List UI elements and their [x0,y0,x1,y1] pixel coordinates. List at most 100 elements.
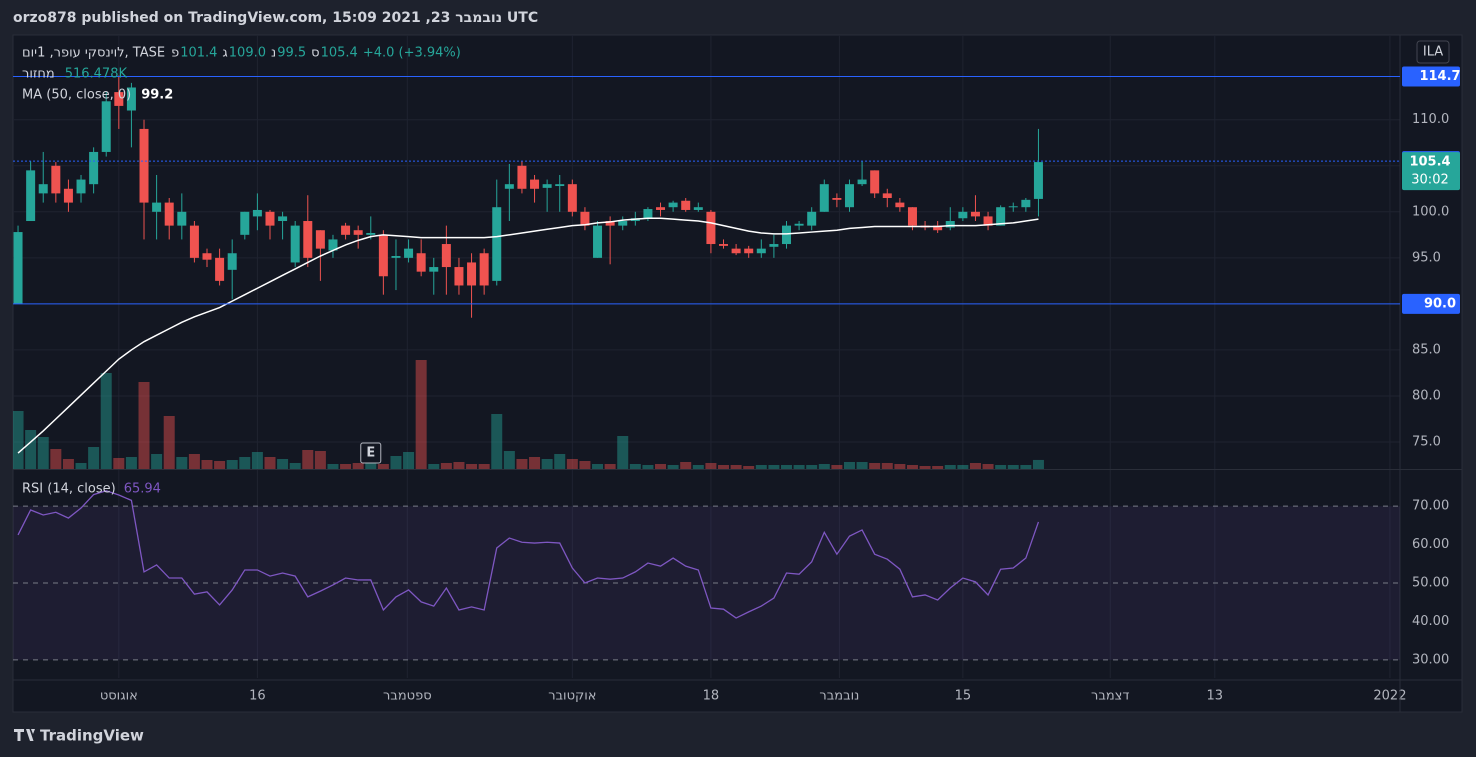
rsi-tick-label: 70.00 [1412,499,1449,514]
candle-body [907,207,917,226]
candle-body [89,151,99,185]
candle-body [38,184,48,194]
rsi-tick-label: 60.00 [1412,537,1449,552]
volume-bar [151,454,163,469]
candle-body [1008,206,1018,208]
rsi-line [17,490,1040,619]
legend-text: ס [311,46,319,61]
volume-bar [995,465,1007,469]
volume-bar [1032,459,1044,469]
volume-bar [37,437,49,469]
volume-bar [113,458,125,469]
volume-bar [566,459,578,469]
candle-body [416,253,426,272]
volume-bar [13,411,24,469]
candle-body [139,128,149,203]
candle-body [454,267,464,286]
y-tick-label: 110.0 [1412,112,1449,127]
candle-body [593,225,603,258]
candle-body [303,221,313,258]
volume-bar [529,457,541,469]
volume-bar [592,464,604,469]
volume-bar [768,465,780,469]
x-tick-label: 15 [955,689,972,704]
volume-bar [982,464,994,469]
candle-body [744,248,754,254]
candle-body [832,197,842,200]
candle-body [555,184,565,187]
volume-bar [365,463,377,469]
volume-bar [906,465,918,469]
volume-bar [932,466,944,469]
volume-bar [415,360,427,469]
volume-bar [226,460,238,469]
legend-text: מחזור [22,67,55,82]
volume-bar [919,466,931,469]
volume-bar [617,436,629,469]
candle-body [479,253,489,286]
volume-bar [944,465,956,469]
last-price-box [1402,152,1460,191]
volume-bar [314,451,326,469]
volume-bar [390,456,402,469]
legend-text: +4.0 (+3.94%) [363,46,461,61]
volume-bar [403,452,415,469]
candle-body [580,211,590,226]
candle-body [895,202,905,208]
candle-body [467,262,477,286]
volume-bar [1007,465,1019,469]
candle-body [643,209,653,219]
volume-bar [188,454,200,469]
volume-bar [579,461,591,469]
candle-body [152,202,162,212]
volume-bar [75,463,87,469]
volume-bar [176,457,188,469]
candle-body [378,234,388,277]
volume-bar [440,463,452,469]
candle-body [933,225,943,231]
volume-bar [88,447,100,469]
candle-body [970,211,980,217]
candle-body [794,223,804,226]
volume-bar [957,465,969,469]
volume-bar [806,465,818,469]
countdown-label: 30:02 [1411,173,1448,188]
candle-body [164,202,174,226]
candle-body [706,211,716,245]
ma-line [17,217,1039,454]
candle-body [202,253,212,260]
candle-body [542,184,552,188]
volume-bar [302,450,314,469]
candle-body [681,200,691,210]
logo [14,729,35,741]
last-price-label: 105.4 [1409,155,1450,170]
candle-body [328,239,338,251]
volume-bar [705,463,717,469]
volume-bar [25,430,37,469]
legend-text: 99.5 [277,46,306,61]
candle-body [391,256,401,258]
candle-body [177,211,187,226]
volume-bar [251,452,263,469]
volume-bar [818,464,830,469]
volume-bar [629,464,641,469]
volume-bar [667,465,679,469]
legend-text: RSI (14, close) [22,482,116,497]
candle-body [240,211,250,235]
candle-body [13,232,23,304]
volume-bar [466,464,478,469]
event-marker[interactable] [360,442,382,464]
candle-body [693,207,703,210]
candle-body [278,216,288,222]
volume-bar [163,416,175,469]
candle-body [215,257,225,281]
x-tick-label: 18 [703,689,720,704]
candle-body [252,209,262,217]
currency-box [1416,40,1450,64]
volume-bar [50,449,62,469]
y-tick-label: 95.0 [1412,250,1441,265]
currency: ILA [1423,45,1443,60]
brand: TradingView [40,727,144,745]
legend-text: 516.478K [65,67,128,82]
legend-text: 101.4 [180,46,217,61]
